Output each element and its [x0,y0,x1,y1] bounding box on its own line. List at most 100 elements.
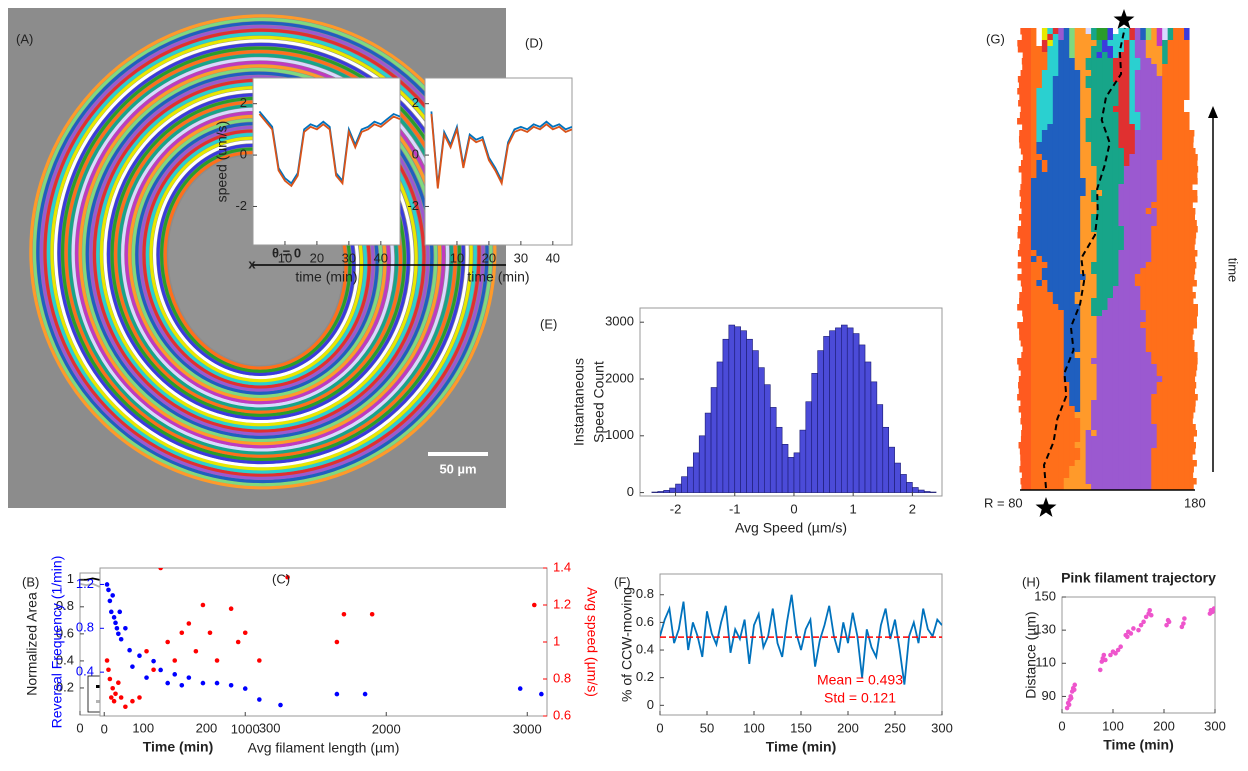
kymo-cell [1134,328,1141,335]
kymo-cell [1123,460,1130,467]
kymo-cell [1162,448,1169,455]
kymo-cell [1118,304,1125,311]
kymo-cell [1102,130,1108,137]
kymo-cell [1085,466,1092,473]
kymo-cell [1025,244,1032,251]
kymo-cell [1030,484,1037,491]
kymo-cell [1074,46,1081,53]
kymo-cell [1063,274,1070,281]
kymo-cell [1184,166,1191,173]
kymo-cell [1047,244,1054,251]
kymo-cell [1074,292,1081,299]
kymo-cell [1085,328,1092,335]
kymo-cell [1080,82,1087,89]
kymo-cell [1052,364,1059,371]
kymo-cell [1091,424,1098,431]
kymo-cell [1184,28,1191,35]
kymo-cell [1178,346,1185,353]
kymo-cell [1151,232,1158,239]
kymo-cell [1036,94,1043,101]
kymo-cell [1162,196,1169,203]
kymo-cell [1118,448,1125,455]
kymo-cell [1145,136,1152,143]
kymo-cell [1145,436,1152,443]
kymo-cell [1140,430,1147,437]
kymo-cell [1162,352,1169,359]
kymo-cell [1189,34,1198,41]
kymo-cell [1085,382,1092,389]
kymo-cell [1041,454,1048,461]
kymo-cell [1030,184,1037,191]
x-tick-label: 250 [884,720,906,735]
kymo-cell [1178,448,1185,455]
kymo-cell [1107,136,1114,143]
kymo-cell [1021,172,1026,179]
kymo-cell [1178,292,1185,299]
kymo-cell [1021,424,1026,431]
kymo-cell [1178,418,1185,425]
kymo-cell [1091,76,1098,83]
kymo-cell [1118,352,1125,359]
point [1166,619,1172,625]
x-axis-title: time (min) [295,269,357,285]
kymo-cell [1151,346,1158,353]
kymo-cell [1018,82,1026,89]
kymo-cell [1140,82,1147,89]
kymo-cell [1107,454,1114,461]
x-tick-label: -2 [670,501,682,516]
kymo-cell [1156,136,1163,143]
kymo-cell [1145,46,1152,53]
kymo-cell [1096,160,1103,167]
kymo-cell [1047,202,1054,209]
kymo-cell [1041,358,1048,365]
kymo-cell [1151,304,1158,311]
kymo-cell [1189,262,1197,269]
kymo-cell [1184,412,1191,419]
kymo-cell [1156,190,1163,197]
kymo-cell [1129,448,1136,455]
kymo-cell [1129,82,1136,89]
kymo-cell [1173,370,1180,377]
kymo-cell [1167,238,1174,245]
hist-bar [870,381,878,493]
kymo-cell [1173,310,1180,317]
kymo-cell [1063,178,1070,185]
kymo-cell [1030,334,1037,341]
point [137,695,142,700]
kymo-cell [1189,214,1195,221]
kymo-cell [1052,292,1059,299]
kymo-cell [1134,388,1141,395]
kymo-cell [1140,178,1147,185]
kymo-cell [1184,340,1191,347]
kymo-cell [1156,310,1163,317]
kymo-cell [1080,184,1087,191]
kymo-cell [1134,376,1141,383]
kymo-cell [1058,220,1065,227]
kymo-cell [1134,190,1141,197]
kymo-cell [1074,58,1081,65]
point [278,702,283,708]
kymo-cell [1047,436,1054,443]
kymo-cell [1074,40,1081,47]
kymo-cell [1134,322,1141,329]
kymo-cell [1074,166,1081,173]
kymo-cell [1107,160,1114,167]
kymo-cell [1074,388,1081,395]
kymo-cell [1074,256,1081,263]
kymo-cell [1129,400,1136,407]
kymo-cell [1123,160,1130,167]
kymo-cell [1151,214,1158,221]
kymo-cell [1052,304,1059,311]
kymo-cell [1063,46,1070,53]
kymo-cell [1112,52,1119,59]
kymo-cell [1030,88,1037,95]
kymo-cell [1189,454,1193,461]
kymo-cell [1156,112,1163,119]
kymo-cell [1074,34,1081,41]
kymo-cell [1134,172,1141,179]
kymo-cell [1091,250,1098,257]
kymo-cell [1140,70,1147,77]
kymo-cell [1080,106,1087,113]
kymo-cell [1184,130,1191,137]
kymo-cell [1091,82,1098,89]
